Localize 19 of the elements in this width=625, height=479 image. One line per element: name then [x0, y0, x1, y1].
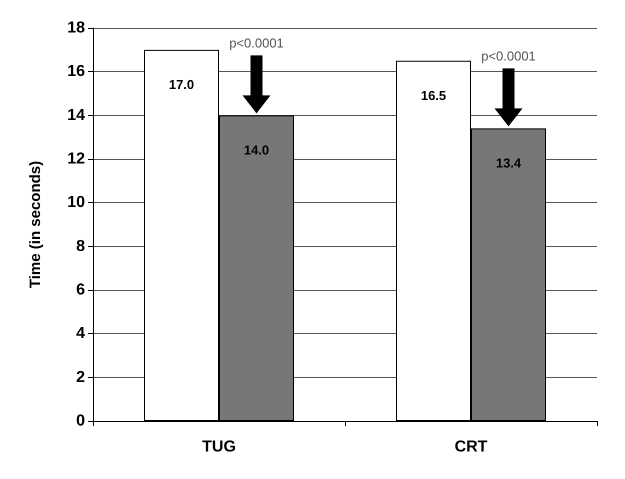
y-tick-label: 4	[76, 325, 86, 342]
data-label: 13.4	[496, 155, 522, 170]
y-tick-label: 18	[67, 20, 86, 36]
y-tick-label: 10	[67, 194, 86, 212]
data-label: 17.0	[168, 76, 194, 92]
y-tick-label: 8	[76, 238, 86, 255]
y-axis-title: Time (in seconds)	[27, 160, 44, 288]
data-label: 14.0	[244, 142, 270, 158]
data-label: 16.5	[420, 88, 446, 103]
y-tick-label: 2	[76, 368, 86, 386]
y-tick-label: 12	[67, 150, 86, 168]
x-tick-label: TUG	[202, 438, 236, 456]
annotation: p<0.0001	[481, 48, 536, 64]
y-tick-label: 0	[76, 412, 86, 430]
annotation: p<0.0001	[229, 35, 284, 50]
y-tick-label: 14	[67, 106, 86, 124]
y-tick-label: 16	[67, 63, 86, 80]
x-tick-label: CRT	[454, 438, 488, 456]
y-tick-label: 6	[76, 282, 86, 298]
